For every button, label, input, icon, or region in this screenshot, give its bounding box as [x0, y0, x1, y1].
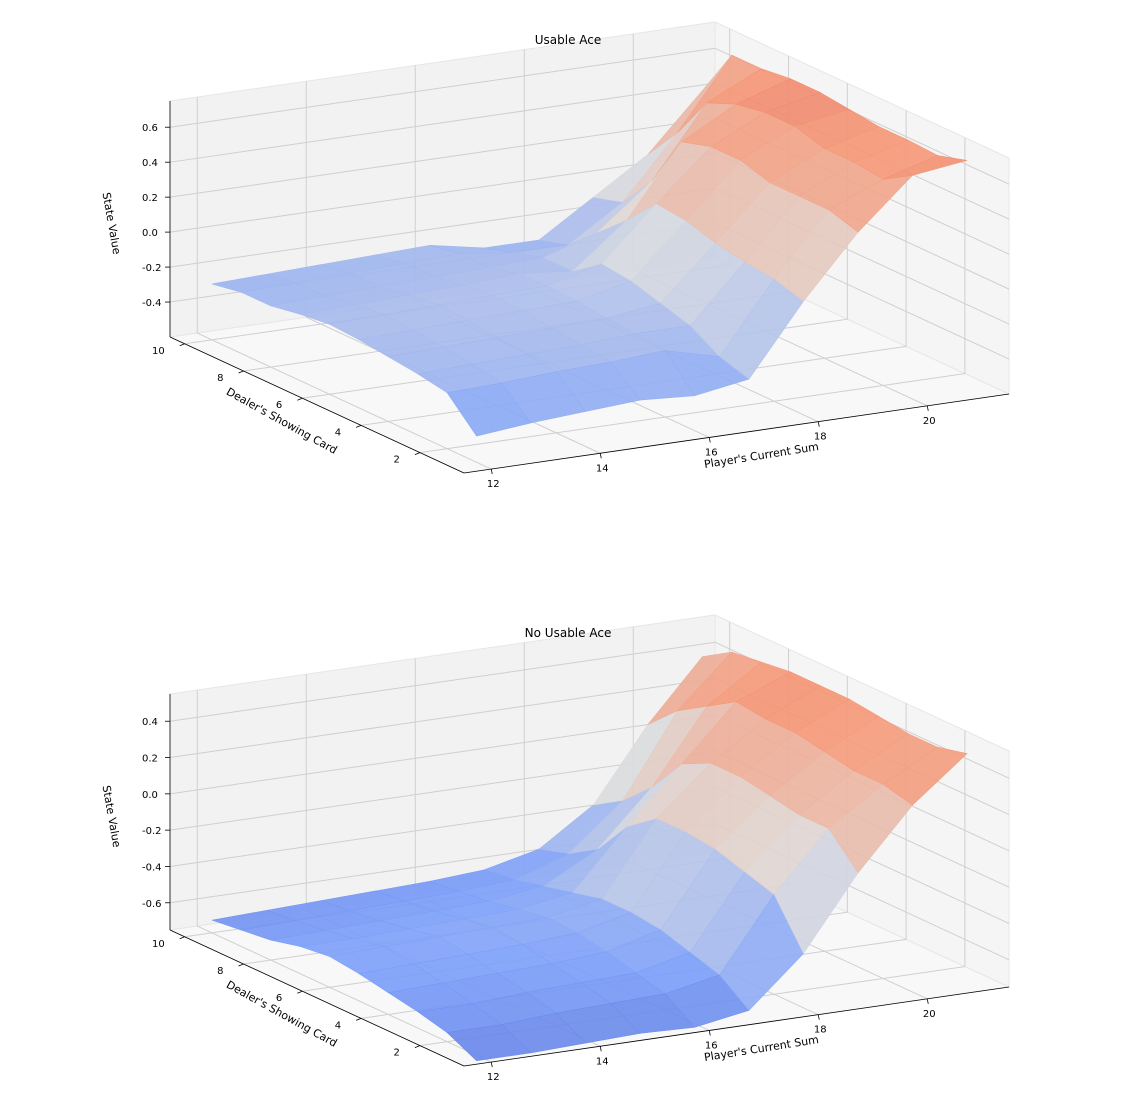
y-tick-label: 10 — [152, 346, 165, 357]
x-axis-line — [463, 986, 1010, 1067]
z-axis-label: State Value — [100, 784, 124, 848]
z-tick-label: 0.0 — [142, 228, 158, 239]
z-tick-label: 0.4 — [142, 717, 158, 728]
y-tick-label: 2 — [394, 1048, 400, 1059]
z-axis-label: State Value — [100, 191, 124, 255]
y-tick-mark — [355, 425, 362, 428]
axis-lines — [169, 101, 1010, 474]
z-tick-label: -0.4 — [142, 862, 162, 873]
tick-labels: 12 14 16 18 20 2 4 6 8 10 -0.4 -0.2 0.0 0.2 0.4 0.6 — [142, 123, 936, 490]
z-tick-label: -0.2 — [142, 826, 162, 837]
y-tick-label: 4 — [335, 427, 341, 438]
x-grid-line — [196, 690, 492, 1063]
z-tick-label: 0.2 — [142, 193, 158, 204]
x-tick-label: 18 — [814, 432, 827, 443]
y-tick-mark — [238, 963, 244, 967]
axis-lines — [169, 694, 1010, 1067]
y-tick-mark — [297, 990, 303, 994]
subplot-title: Usable Ace — [535, 33, 602, 47]
z-grid-line — [169, 641, 1010, 779]
x-tick-label: 20 — [923, 416, 936, 427]
x-axis-label: Player's Current Sum — [703, 440, 820, 471]
tick-labels: 12 14 16 18 20 2 4 6 8 10 -0.6 -0.4 -0.2 0.0 0.2 0.4 — [142, 717, 936, 1083]
z-tick-label: -0.6 — [142, 899, 162, 910]
y-tick-label: 10 — [152, 939, 165, 950]
z-tick-label: 0.2 — [142, 754, 158, 765]
x-tick-label: 14 — [596, 463, 609, 474]
y-tick-mark — [238, 370, 244, 374]
x-tick-mark — [490, 468, 493, 475]
y-tick-label: 8 — [217, 373, 223, 384]
y-tick-label: 6 — [276, 400, 282, 411]
y-tick-mark — [297, 397, 303, 401]
usable-ace-subplot: Usable Ace State Value Dealer's Showing … — [100, 21, 1011, 490]
x-tick-mark — [708, 1030, 711, 1036]
x-tick-mark — [708, 437, 711, 443]
y-axis-line — [169, 336, 465, 474]
y-tick-label: 4 — [335, 1020, 341, 1031]
x-tick-mark — [817, 421, 820, 427]
z-tick-label: 0.6 — [142, 123, 158, 134]
surface — [211, 54, 968, 437]
y-tick-mark — [414, 1045, 421, 1048]
y-tick-label: 8 — [217, 966, 223, 977]
x-tick-label: 18 — [814, 1025, 827, 1036]
x-axis-label: Player's Current Sum — [703, 1033, 820, 1064]
x-tick-label: 12 — [487, 479, 500, 490]
x-tick-mark — [926, 998, 929, 1004]
x-tick-label: 16 — [705, 447, 718, 458]
y-tick-mark — [355, 1018, 362, 1021]
y-axis-line — [169, 929, 465, 1067]
z-tick-label: 0.0 — [142, 790, 158, 801]
x-tick-mark — [599, 453, 602, 459]
z-tick-label: 0.4 — [142, 158, 158, 169]
x-tick-mark — [599, 1046, 602, 1052]
x-tick-label: 14 — [596, 1056, 609, 1067]
no-usable-ace-subplot: No Usable Ace State Value Dealer's Showi… — [100, 614, 1011, 1083]
x-axis-line — [463, 393, 1010, 474]
x-grid-line — [196, 97, 492, 470]
x-tick-label: 16 — [705, 1040, 718, 1051]
y-tick-mark — [179, 936, 185, 940]
x-tick-mark — [817, 1014, 820, 1020]
surface-facet — [882, 746, 968, 806]
x-tick-label: 20 — [923, 1009, 936, 1020]
z-grid-line — [169, 47, 1010, 185]
x-tick-mark — [926, 405, 929, 411]
x-tick-label: 12 — [487, 1072, 500, 1083]
surface-facet — [883, 155, 968, 180]
y-tick-mark — [179, 343, 185, 347]
y-grid-line — [419, 137, 966, 454]
y-tick-mark — [414, 452, 421, 455]
subplot-title: No Usable Ace — [525, 626, 612, 640]
surface — [211, 651, 968, 1062]
y-tick-label: 6 — [276, 993, 282, 1004]
z-tick-label: -0.2 — [142, 263, 162, 274]
x-tick-mark — [490, 1061, 493, 1068]
y-tick-label: 2 — [394, 455, 400, 466]
z-tick-label: -0.4 — [142, 298, 162, 309]
